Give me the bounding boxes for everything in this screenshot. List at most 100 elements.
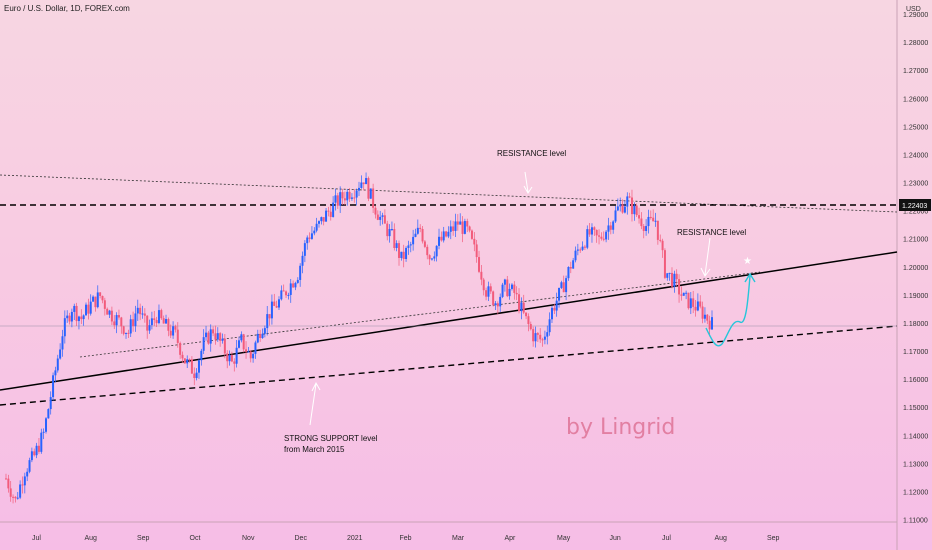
candle-up — [581, 246, 584, 250]
candle-up — [550, 307, 553, 320]
candle-up — [499, 296, 502, 307]
candle-down — [473, 238, 476, 245]
price-tick-label: 1.17000 — [903, 349, 928, 356]
candle-up — [614, 210, 617, 222]
candle-down — [687, 292, 690, 309]
candle-up — [202, 337, 205, 351]
ascending-trend-line — [0, 251, 898, 391]
candle-up — [332, 202, 335, 217]
candle-up — [673, 273, 676, 287]
candle-down — [322, 217, 325, 222]
candle-up — [216, 333, 219, 340]
candle-down — [421, 229, 424, 242]
candle-down — [426, 246, 429, 256]
candle-up — [534, 333, 537, 342]
candle-up — [96, 292, 99, 308]
candle-down — [522, 302, 525, 313]
candle-down — [106, 308, 109, 315]
candle-up — [59, 349, 62, 359]
candle-up — [407, 245, 410, 248]
candle-down — [492, 291, 495, 306]
candle-down — [343, 198, 346, 201]
candle-up — [306, 237, 309, 244]
month-tick-label: Aug — [85, 535, 98, 542]
candle-down — [68, 315, 71, 322]
candle-down — [374, 207, 377, 215]
candle-up — [40, 432, 43, 452]
candle-up — [240, 334, 243, 341]
candle-up — [508, 288, 511, 297]
candle-up — [346, 191, 349, 201]
candle-up — [459, 221, 462, 225]
candle-up — [395, 243, 398, 249]
watermark: by Lingrid — [566, 415, 675, 440]
candle-down — [393, 229, 396, 249]
candle-up — [574, 250, 577, 261]
candle-down — [190, 359, 193, 374]
time-axis[interactable]: Jul Aug Sep Oct Nov Dec 2021 Feb Mar Apr May Jun Jul… — [32, 535, 780, 542]
candle-down — [282, 290, 285, 292]
candle-up — [266, 314, 269, 329]
candle-up — [16, 497, 19, 499]
resistance-arrow-right — [700, 237, 711, 277]
candle-down — [583, 246, 586, 248]
candle-down — [94, 296, 97, 308]
candle-up — [633, 205, 636, 215]
candle-up — [263, 328, 266, 334]
resistance-arrow-top — [523, 171, 533, 194]
candle-down — [663, 250, 666, 278]
candle-up — [77, 316, 80, 322]
candle-up — [247, 351, 250, 353]
candle-down — [207, 332, 210, 344]
candle-down — [428, 255, 431, 260]
price-tick-label: 1.24000 — [903, 152, 928, 159]
candle-down — [153, 318, 156, 321]
candle-down — [621, 204, 624, 213]
candle-down — [482, 279, 485, 291]
candle-down — [602, 238, 605, 240]
candle-down — [122, 326, 125, 334]
candle-down — [353, 197, 356, 199]
price-axis[interactable]: 1.11000 1.12000 1.13000 1.14000 1.15000 1.160… — [903, 12, 928, 525]
candle-down — [670, 272, 673, 287]
candle-up — [400, 251, 403, 258]
candle-down — [327, 210, 330, 212]
candle-up — [560, 282, 563, 288]
candle-down — [143, 313, 146, 316]
candle-up — [254, 342, 257, 354]
candle-down — [268, 314, 271, 319]
candle-up — [438, 236, 441, 246]
candle-down — [529, 324, 532, 330]
candle-down — [532, 329, 535, 342]
candle-up — [301, 255, 304, 266]
candle-down — [249, 351, 252, 359]
candle-down — [579, 249, 582, 251]
current-price-tag — [899, 199, 931, 211]
candle-up — [35, 445, 38, 456]
month-tick-label: May — [557, 535, 571, 542]
candle-down — [9, 488, 12, 497]
candle-down — [440, 236, 443, 241]
candle-up — [416, 227, 419, 234]
candle-down — [75, 305, 78, 322]
candle-down — [706, 314, 709, 321]
candle-down — [485, 290, 488, 297]
candle-down — [419, 227, 422, 230]
candle-up — [115, 315, 118, 326]
candle-down — [7, 478, 10, 489]
candle-up — [221, 338, 224, 341]
candle-down — [188, 359, 191, 361]
candle-down — [678, 279, 681, 295]
candle-down — [699, 301, 702, 307]
candle-down — [480, 271, 483, 280]
candle-up — [56, 358, 59, 371]
candle-down — [468, 226, 471, 231]
candle-up — [619, 204, 622, 207]
candle-up — [252, 353, 255, 359]
candle-up — [28, 460, 31, 472]
candle-down — [518, 294, 521, 312]
candle-down — [609, 225, 612, 230]
candle-down — [292, 283, 295, 288]
month-tick-label: Oct — [190, 535, 201, 542]
